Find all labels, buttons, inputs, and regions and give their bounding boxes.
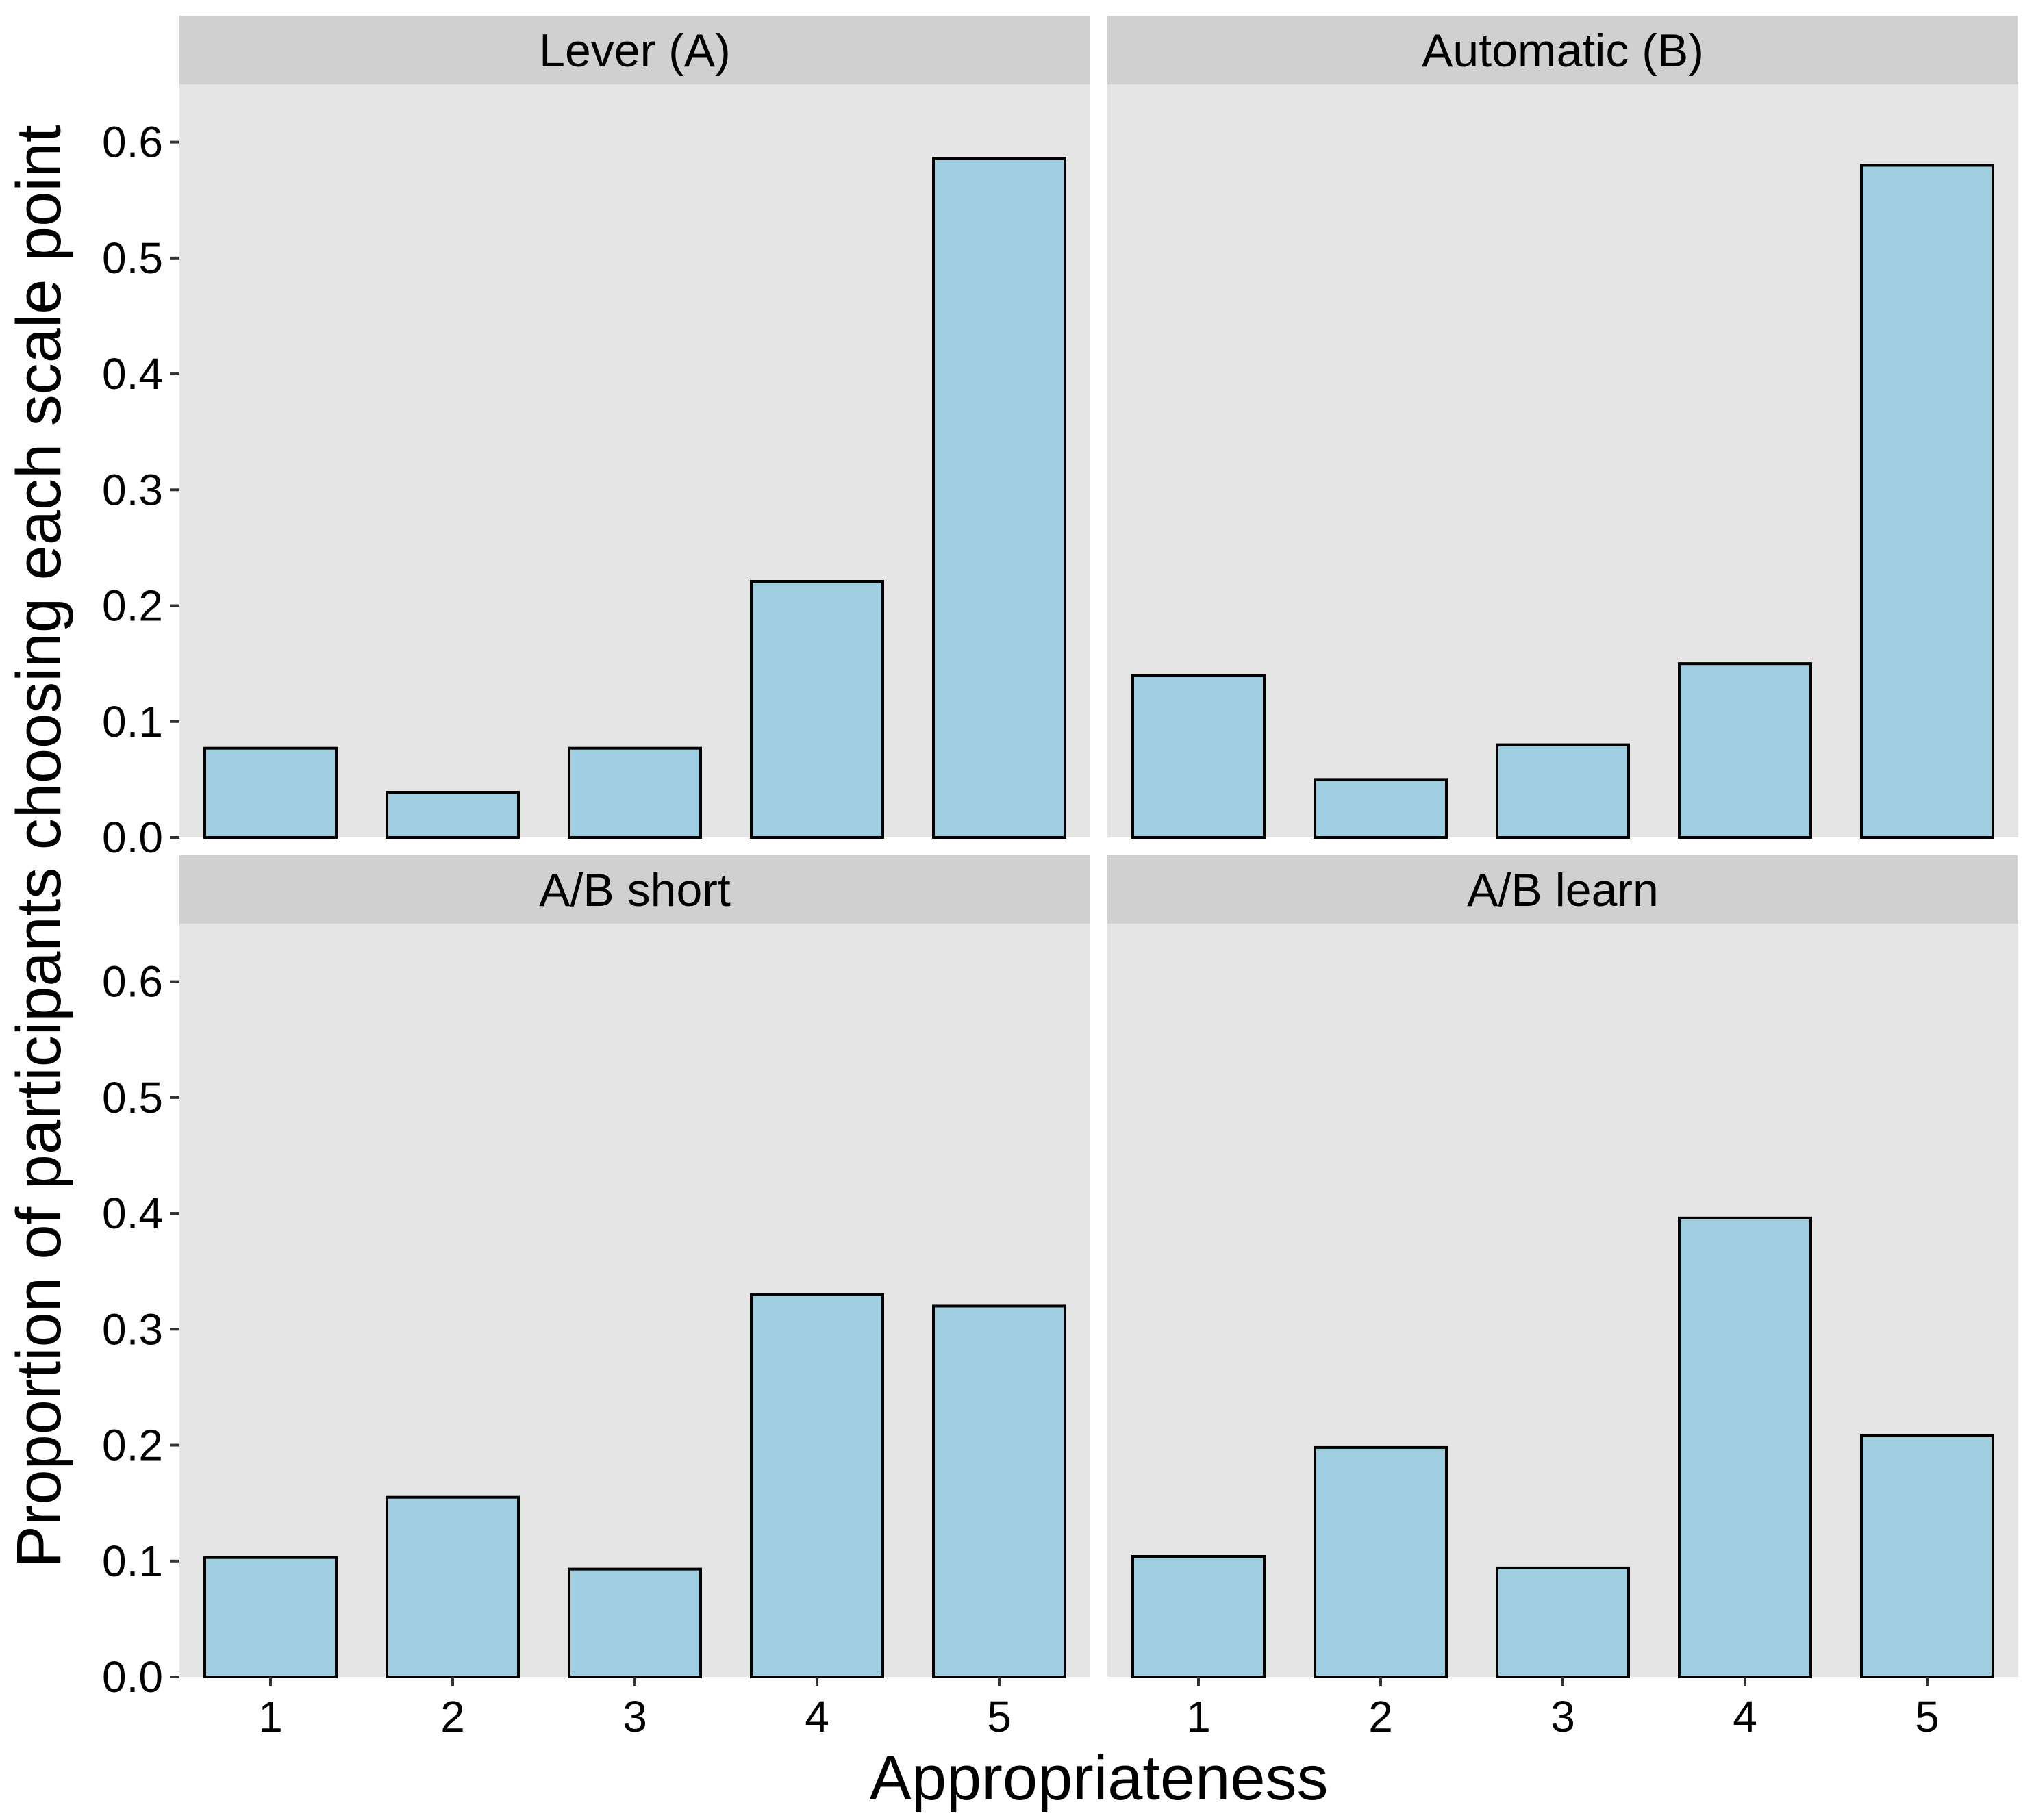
y-tick-label: 0.6 (102, 118, 163, 167)
bar-5 (1860, 164, 1994, 839)
y-tick-label: 0.5 (102, 1073, 163, 1122)
bar-4 (1678, 662, 1812, 839)
bar-3 (1496, 743, 1630, 839)
y-tick-label: 0.3 (102, 1304, 163, 1354)
y-tick-label: 0.1 (102, 1537, 163, 1586)
panel-title: A/B learn (1467, 864, 1659, 916)
bar-5 (1860, 1434, 1994, 1678)
x-tick-label: 5 (1915, 1692, 1939, 1741)
bar-1 (203, 1556, 338, 1679)
y-tick-label: 0.3 (102, 465, 163, 514)
panel-strip (179, 16, 1090, 84)
x-tick-label: 2 (1368, 1692, 1393, 1741)
y-tick-label: 0.2 (102, 1421, 163, 1470)
panel-title: A/B short (539, 864, 731, 916)
bar-4 (1678, 1216, 1812, 1679)
x-tick-label: 4 (1733, 1692, 1757, 1741)
y-tick-label: 0.2 (102, 581, 163, 631)
x-tick-label: 1 (1186, 1692, 1211, 1741)
bar-2 (1314, 1445, 1448, 1679)
panel-3: A/B short 0.0 0.1 0.2 0.3 0.4 0.5 0.6 1 2 3 4 5 (102, 855, 1090, 1741)
bar-1 (1131, 1555, 1266, 1678)
panel-strip (1107, 855, 2018, 924)
x-tick-label: 2 (440, 1692, 465, 1741)
y-tick-label: 0.4 (102, 1189, 163, 1238)
bar-3 (1496, 1566, 1630, 1679)
bar-4 (750, 1293, 884, 1678)
y-tick-label: 0.0 (102, 813, 163, 862)
bar-2 (1314, 778, 1448, 839)
bar-4 (750, 580, 884, 839)
bar-3 (568, 746, 702, 839)
y-tick-label: 0.0 (102, 1652, 163, 1702)
bar-2 (386, 791, 520, 839)
x-tick-label: 3 (1550, 1692, 1575, 1741)
bar-2 (386, 1495, 520, 1679)
bar-1 (203, 746, 338, 839)
bar-3 (568, 1567, 702, 1679)
panel-strip (1107, 16, 2018, 84)
y-tick-label: 0.1 (102, 697, 163, 746)
y-tick-label: 0.6 (102, 957, 163, 1007)
y-tick-label: 0.4 (102, 349, 163, 399)
panel-title: Lever (A) (539, 25, 731, 77)
panel-2: Automatic (B) (1107, 16, 2018, 839)
x-tick-label: 5 (987, 1692, 1012, 1741)
y-axis-title: Proportion of participants choosing each… (4, 125, 74, 1567)
panel-strip (179, 855, 1090, 924)
panel-title: Automatic (B) (1422, 25, 1704, 77)
x-tick-label: 3 (623, 1692, 647, 1741)
bar-5 (932, 157, 1066, 839)
x-axis-title: Appropriateness (870, 1743, 1329, 1813)
bar-5 (932, 1304, 1066, 1678)
y-tick-label: 0.5 (102, 233, 163, 283)
x-tick-label: 4 (805, 1692, 829, 1741)
x-tick-label: 1 (258, 1692, 283, 1741)
bar-1 (1131, 674, 1266, 839)
panel-4: A/B learn 1 2 3 4 5 (1107, 855, 2018, 1741)
panel-1: Lever (A) 0.0 0.1 0.2 0.3 0.4 0.5 0.6 (102, 16, 1090, 862)
